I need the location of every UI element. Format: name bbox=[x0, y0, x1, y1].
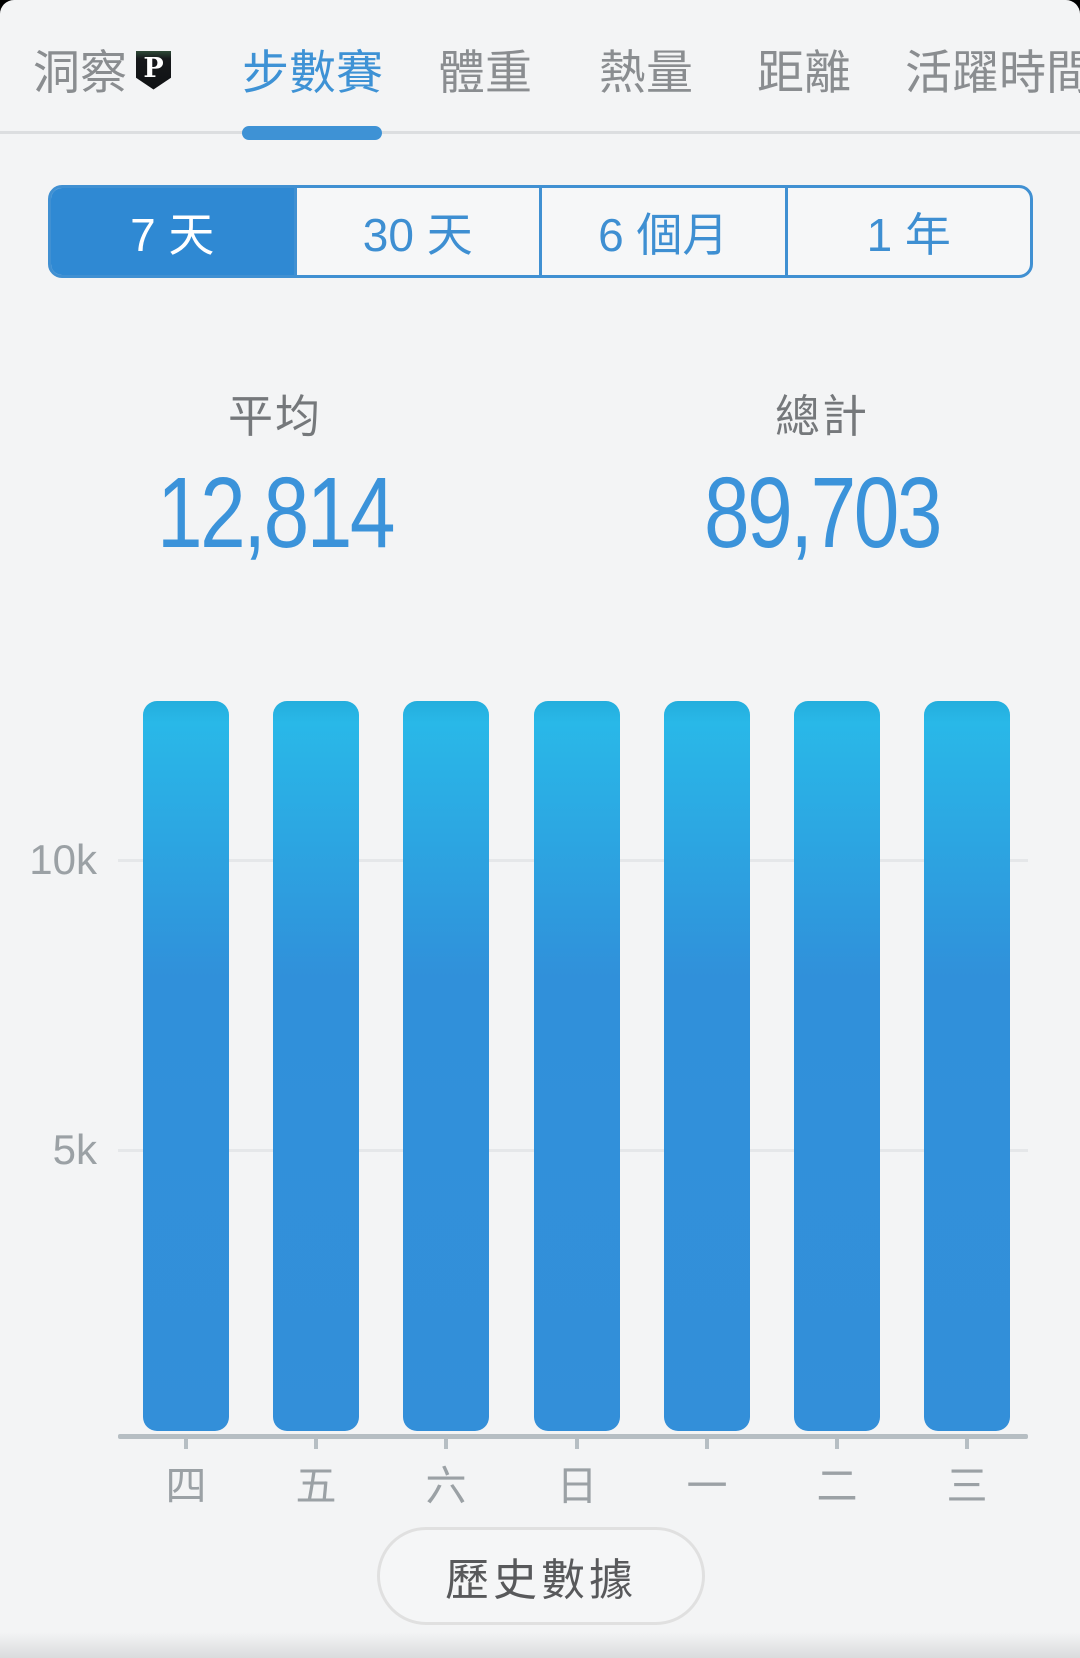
tab-active-time[interactable]: 活躍時間 bbox=[905, 30, 1080, 106]
range-option-1y[interactable]: 1 年 bbox=[866, 208, 951, 261]
x-axis-tick bbox=[835, 1439, 839, 1449]
tabbar-divider bbox=[0, 131, 1080, 134]
range-option-7d[interactable]: 7 天 bbox=[51, 188, 297, 275]
x-axis-label-四: 四 bbox=[165, 1463, 207, 1509]
total-stat: 總計 89,703 bbox=[622, 380, 1022, 565]
tab-insights[interactable]: 洞察 P bbox=[33, 30, 171, 106]
x-axis-tick bbox=[314, 1439, 318, 1449]
bar-day-六[interactable] bbox=[403, 701, 489, 1431]
tab-steps[interactable]: 步數賽 bbox=[242, 30, 383, 106]
tab-distance[interactable]: 距離 bbox=[757, 30, 851, 106]
bar-day-一[interactable] bbox=[664, 701, 750, 1431]
bar-day-四[interactable] bbox=[143, 701, 229, 1431]
x-axis-label-三: 三 bbox=[946, 1463, 988, 1509]
tab-label: 熱量 bbox=[599, 45, 693, 99]
y-axis-label-10k: 10k bbox=[29, 836, 97, 883]
x-axis-label-一: 一 bbox=[686, 1463, 728, 1509]
tab-weight[interactable]: 體重 bbox=[438, 30, 532, 106]
steps-bar-chart: 10k 5k 四 五 六 日 一 二 三 bbox=[0, 600, 1080, 1520]
tab-label: 距離 bbox=[757, 45, 851, 99]
tab-calories[interactable]: 熱量 bbox=[599, 30, 693, 106]
bar-day-五[interactable] bbox=[273, 701, 359, 1431]
x-axis-line bbox=[118, 1434, 1028, 1439]
range-option-6m[interactable]: 6 個月 bbox=[542, 188, 788, 275]
x-axis-label-日: 日 bbox=[556, 1463, 598, 1509]
pacer-shield-icon: P bbox=[136, 50, 171, 90]
x-axis-label-五: 五 bbox=[295, 1463, 337, 1509]
top-tab-bar: 洞察 P 步數賽 體重 熱量 距離 活躍時間 bbox=[0, 0, 1080, 145]
x-axis-tick bbox=[575, 1439, 579, 1449]
tab-label: 洞察 bbox=[33, 45, 127, 99]
x-axis-tick bbox=[444, 1439, 448, 1449]
y-axis-label-5k: 5k bbox=[52, 1126, 97, 1173]
x-axis-tick bbox=[705, 1439, 709, 1449]
bar-day-三[interactable] bbox=[924, 701, 1010, 1431]
bar-day-日[interactable] bbox=[534, 701, 620, 1431]
active-tab-underline bbox=[242, 126, 382, 140]
tab-label: 體重 bbox=[438, 45, 532, 99]
total-label: 總計 bbox=[774, 391, 869, 442]
x-axis-tick bbox=[965, 1439, 969, 1449]
bottom-vignette bbox=[0, 1632, 1080, 1658]
x-axis-label-六: 六 bbox=[425, 1463, 467, 1509]
history-data-button[interactable]: 歷史數據 bbox=[377, 1527, 705, 1625]
x-axis-tick bbox=[184, 1439, 188, 1449]
average-label: 平均 bbox=[227, 391, 322, 442]
average-stat: 平均 12,814 bbox=[75, 380, 475, 565]
tab-label: 活躍時間 bbox=[905, 45, 1080, 99]
tab-label: 步數賽 bbox=[242, 45, 383, 99]
range-option-30d[interactable]: 30 天 bbox=[297, 188, 542, 275]
total-value: 89,703 bbox=[703, 457, 943, 569]
average-value: 12,814 bbox=[156, 457, 396, 569]
bar-day-二[interactable] bbox=[794, 701, 880, 1431]
x-axis-label-二: 二 bbox=[816, 1463, 858, 1509]
